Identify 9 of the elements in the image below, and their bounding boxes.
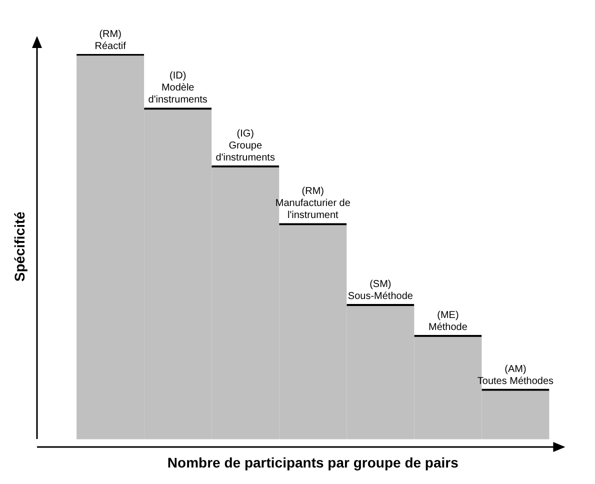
x-tick-label: (AM) Toutes Méthodes xyxy=(477,364,554,387)
x-tick-label: (SM) Sous-Méthode xyxy=(348,279,414,302)
x-tick-label: (RM) Réactif xyxy=(94,28,126,52)
x-tick-label: (ID) Modèle d'instruments xyxy=(148,70,208,106)
x-axis-title: Nombre de participants par groupe de pairs xyxy=(167,454,459,470)
y-axis-title: Spécificité xyxy=(11,211,28,282)
x-tick-label: (IG) Groupe d'instruments xyxy=(216,128,275,164)
x-tick-label: (RM) Manufacturier de l'instrument xyxy=(275,186,351,222)
x-tick-label: (ME) Méthode xyxy=(428,310,468,333)
